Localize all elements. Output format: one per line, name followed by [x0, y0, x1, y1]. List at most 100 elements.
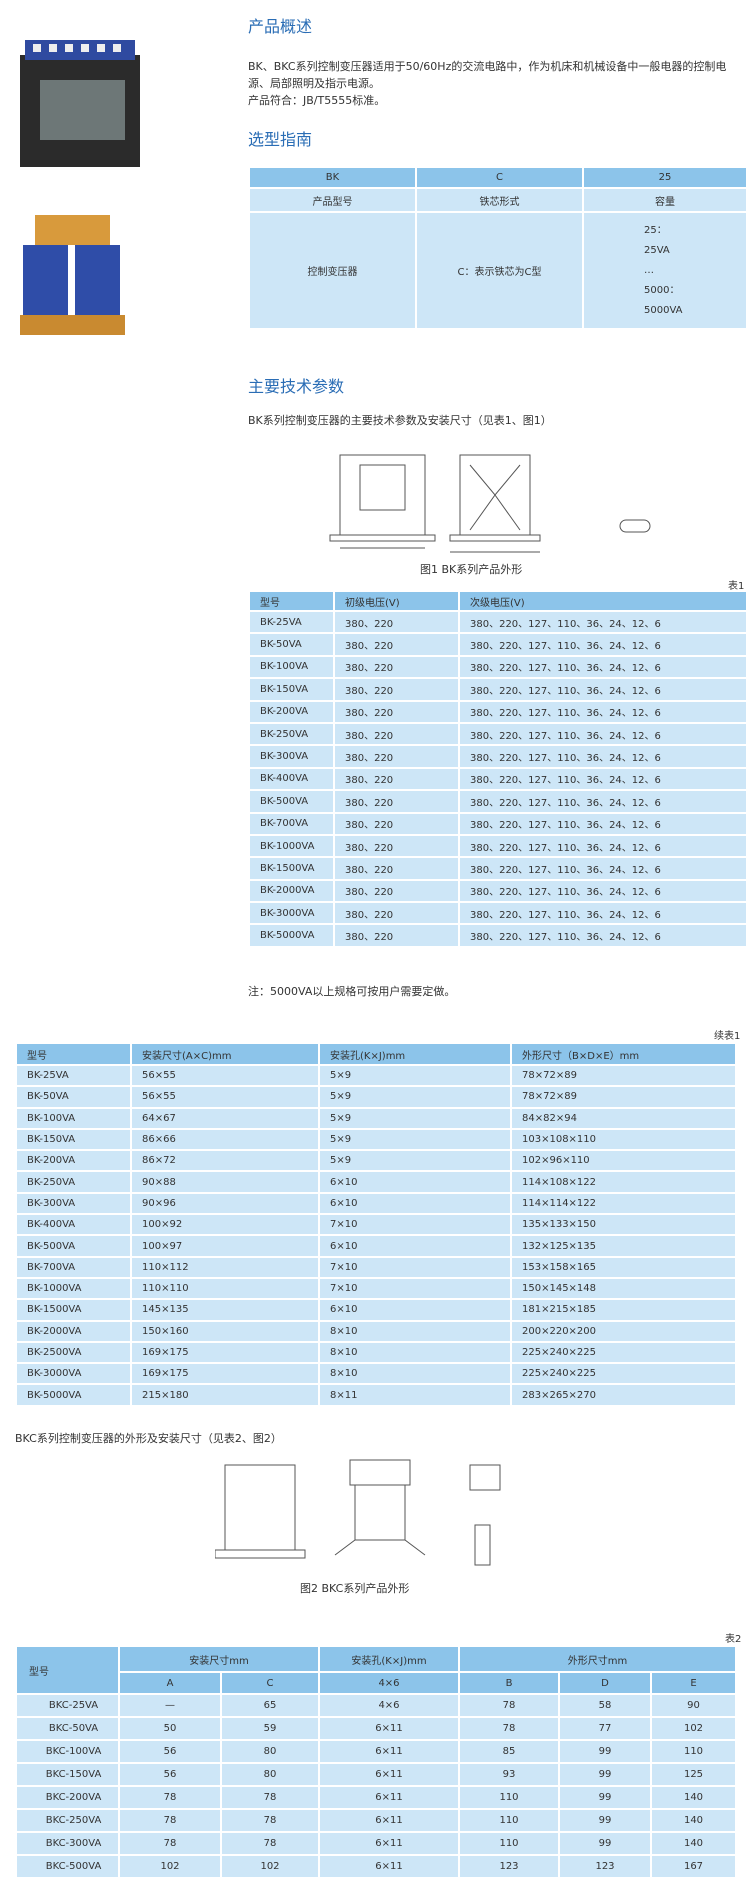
column-header: 外形尺寸（B×D×E）mm	[510, 1042, 737, 1066]
table-cell: 114×114×122	[510, 1191, 737, 1216]
table-cell: 6×11	[318, 1808, 460, 1833]
table-cell: 100×92	[130, 1213, 320, 1237]
bkc-outline-figure	[215, 1459, 501, 1566]
table-cell: BKC-300VA	[15, 1831, 120, 1856]
table-row: BK-2500VA 169×175 8×10 225×240×225	[15, 1340, 737, 1365]
table-row: BK-5000VA 215×180 8×11 283×265×270	[15, 1383, 737, 1407]
table-cell: 145×135	[130, 1298, 320, 1322]
table-cell: 8×10	[318, 1319, 512, 1343]
table-cell: 6×11	[318, 1739, 460, 1764]
table-cell: 283×265×270	[510, 1383, 737, 1407]
table-cell: 6×11	[318, 1785, 460, 1810]
table-cell: BK-1000VA	[15, 1276, 132, 1301]
table-cell: 77	[558, 1716, 652, 1741]
bk-transformer-photo	[20, 40, 140, 167]
table-cell: BK-3000VA	[248, 901, 335, 926]
table-cell: 102	[220, 1854, 320, 1879]
table-cell: 150×145×148	[510, 1276, 737, 1301]
table-cell: 150×160	[130, 1319, 320, 1343]
table-cell: 90×88	[130, 1170, 320, 1194]
table-cell: 5×9	[318, 1063, 512, 1088]
table-cell: 78	[458, 1693, 560, 1718]
table-cell: 380、220、127、110、36、24、12、6	[458, 699, 748, 724]
table-row: BK-2000VA 150×160 8×10 200×220×200	[15, 1319, 737, 1343]
table-cell: BK-25VA	[15, 1063, 132, 1088]
table-cell: 65	[220, 1693, 320, 1718]
table-cell: BK-400VA	[15, 1213, 132, 1237]
table-row: BK-250VA 380、220 380、220、127、110、36、24、12、…	[248, 721, 748, 747]
table-cell: BK-250VA	[248, 721, 335, 747]
table-cell: BKC-100VA	[15, 1739, 120, 1764]
table-cell: 90×96	[130, 1191, 320, 1216]
bk-outline-figure	[329, 454, 651, 553]
table-row: BK-200VA 380、220 380、220、127、110、36、24、12、…	[248, 699, 748, 724]
table-cell: 78×72×89	[510, 1063, 737, 1088]
table-cell: 110	[650, 1739, 737, 1764]
selection-guide-table: BK C 25 产品型号 铁芯形式 容量 控制变压器 C：表示铁芯为C型 25： 25VA……	[248, 166, 748, 330]
table-row: BK-300VA 90×96 6×10 114×114×122	[15, 1191, 737, 1216]
table-cell: 110	[458, 1831, 560, 1856]
table-cell: 380、220	[333, 833, 460, 859]
table-cell: BKC-250VA	[15, 1808, 120, 1833]
table-cell: BK-100VA	[248, 654, 335, 680]
table-cell: 99	[558, 1739, 652, 1764]
table-row: BK-500VA 380、220 380、220、127、110、36、24、12、…	[248, 789, 748, 814]
table-cell: BK-200VA	[15, 1149, 132, 1173]
table-cell: 380、220、127、110、36、24、12、6	[458, 789, 748, 814]
table-cell: BK-50VA	[248, 632, 335, 657]
table-cell: 380、220、127、110、36、24、12、6	[458, 654, 748, 680]
column-header: 初级电压(V)	[333, 590, 460, 612]
table-row: BK-2000VA 380、220 380、220、127、110、36、24、12…	[248, 878, 748, 904]
table-cell: BK-200VA	[248, 699, 335, 724]
table-cell: 380、220	[333, 923, 460, 948]
table-row: BK-1000VA 380、220 380、220、127、110、36、24、12…	[248, 833, 748, 859]
table-cell: 84×82×94	[510, 1106, 737, 1130]
table-cell: 380、220	[333, 721, 460, 747]
table-cell: 8×10	[318, 1362, 512, 1386]
fig1-caption: 图1 BK系列产品外形	[420, 563, 523, 576]
table2-label: 表2	[725, 1634, 742, 1645]
table-cell: 100×97	[130, 1234, 320, 1258]
table-row: BK-150VA 380、220 380、220、127、110、36、24、12、…	[248, 677, 748, 702]
table-row: BK-200VA 86×72 5×9 102×96×110	[15, 1149, 737, 1173]
table-cell: 125	[650, 1762, 737, 1787]
table-row: BK-700VA 110×112 7×10 153×158×165	[15, 1255, 737, 1279]
table-cell: 56	[118, 1762, 222, 1787]
table-cell: 110×110	[130, 1276, 320, 1301]
table-cell: 380、220、127、110、36、24、12、6	[458, 677, 748, 702]
table-cell: 50	[118, 1716, 222, 1741]
table-row: BK-5000VA 380、220 380、220、127、110、36、24、12…	[248, 923, 748, 948]
table-cell: 7×10	[318, 1255, 512, 1279]
table-cell: BK-2500VA	[15, 1340, 132, 1365]
table-cell: 6×10	[318, 1298, 512, 1322]
table-cell: 86×66	[130, 1127, 320, 1152]
note-text: 注：5000VA以上规格可按用户需要定做。	[248, 985, 456, 998]
table-cell: 5×9	[318, 1127, 512, 1152]
table-cell: 56	[118, 1739, 222, 1764]
table-cell: BK-100VA	[15, 1106, 132, 1130]
table-cell: 380、220、127、110、36、24、12、6	[458, 811, 748, 836]
table-cell: 6×11	[318, 1762, 460, 1787]
table-cell: BKC-150VA	[15, 1762, 120, 1787]
table-cell: 99	[558, 1762, 652, 1787]
table-cell: BK-700VA	[15, 1255, 132, 1279]
fig2-caption: 图2 BKC系列产品外形	[300, 1582, 410, 1595]
table-cell: BKC-500VA	[15, 1854, 120, 1879]
table-cell: 6×10	[318, 1191, 512, 1216]
table-row: BK-400VA 380、220 380、220、127、110、36、24、12、…	[248, 766, 748, 792]
table-row: BKC-25VA —65 4×6 78 58 90	[15, 1693, 737, 1718]
table-cell: 102	[650, 1716, 737, 1741]
table-cell: 78	[220, 1831, 320, 1856]
table-row: BK-3000VA 169×175 8×10 225×240×225	[15, 1362, 737, 1386]
table-cell: BK-700VA	[248, 811, 335, 836]
table-cell: 123	[558, 1854, 652, 1879]
table-row: BK-50VA 56×55 5×9 78×72×89	[15, 1085, 737, 1109]
overview-text: BK、BKC系列控制变压器适用于50/60Hz的交流电路中，作为机床和机械设备中…	[248, 60, 727, 90]
table-cell: 56×55	[130, 1063, 320, 1088]
table-cell: 80	[220, 1762, 320, 1787]
table1-continued: 型号 安装尺寸(A×C)mm 安装孔(K×J)mm 外形尺寸（B×D×E）mm BK-2…	[15, 1042, 737, 1407]
params-title: 主要技术参数	[248, 377, 345, 396]
table-cell: 78	[458, 1716, 560, 1741]
table-cell: BK-5000VA	[15, 1383, 132, 1407]
table-cell: BKC-25VA	[15, 1693, 120, 1718]
